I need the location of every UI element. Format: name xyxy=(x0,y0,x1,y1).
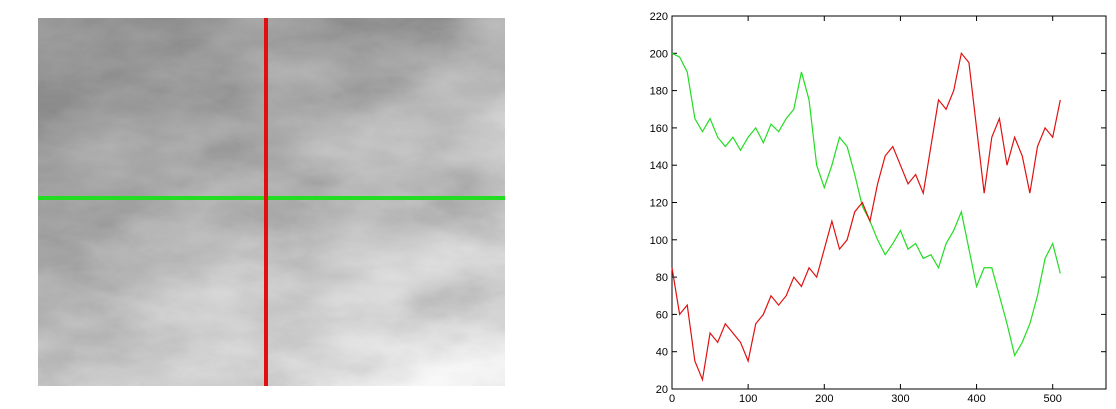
y-tick-label: 180 xyxy=(650,86,668,98)
y-tick-label: 160 xyxy=(650,123,668,135)
y-tick-label: 220 xyxy=(650,11,668,23)
image-panel xyxy=(38,18,505,386)
line-chart: 20 40 60 80 100 120 140 160 180 200 220 0 100 200 300 4… xyxy=(650,11,1107,405)
y-tick-label: 40 xyxy=(656,347,668,359)
y-tick-label: 100 xyxy=(650,235,668,247)
x-tick-label: 100 xyxy=(739,393,757,404)
axes-box xyxy=(671,15,1107,390)
y-tick-label: 80 xyxy=(656,272,668,284)
data-line xyxy=(671,52,1061,358)
y-tick-label: 20 xyxy=(656,384,668,396)
image-shading xyxy=(38,18,505,386)
data-line xyxy=(671,51,1061,382)
y-tick-label: 120 xyxy=(650,198,668,210)
x-tick-label: 400 xyxy=(967,393,985,404)
y-tick-label: 200 xyxy=(650,48,668,60)
x-tick-label: 300 xyxy=(891,393,909,404)
x-tick-label: 0 xyxy=(669,393,675,404)
y-tick-label: 140 xyxy=(650,160,668,172)
x-tick-label: 200 xyxy=(815,393,833,404)
y-tick-label: 60 xyxy=(656,309,668,321)
x-tick-label: 500 xyxy=(1044,393,1062,404)
